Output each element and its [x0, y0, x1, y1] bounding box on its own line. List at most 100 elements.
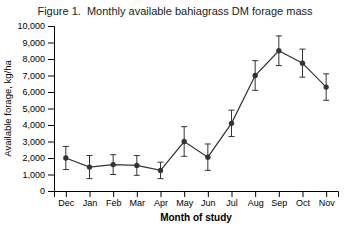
x-tick-label: Jan: [83, 198, 98, 208]
error-bar-cap: [300, 77, 306, 78]
point: [87, 164, 92, 169]
error-bar-cap: [63, 169, 69, 170]
y-tick-label: 9,000: [22, 38, 45, 48]
axis-line: [48, 27, 55, 192]
x-tick-label: Jul: [226, 198, 238, 208]
error-bar-cap: [181, 156, 187, 157]
y-tick-label: 3,000: [22, 137, 45, 147]
error-bar-cap: [252, 60, 258, 61]
error-bar-cap: [205, 143, 211, 144]
y-tick-mark: [48, 142, 54, 143]
error-bar-cap: [300, 49, 306, 50]
point: [229, 121, 234, 126]
y-tick-mark: [48, 43, 54, 44]
point: [300, 60, 305, 65]
error-bar: [229, 110, 235, 136]
point: [111, 162, 116, 167]
y-tick-label: 2,000: [22, 153, 45, 163]
x-tick-mark: [208, 191, 209, 197]
error-bar: [134, 156, 140, 176]
y-tick-label: 1,000: [22, 170, 45, 180]
point: [158, 168, 163, 173]
x-tick: Jun: [201, 191, 216, 208]
line: [66, 51, 326, 171]
point: [134, 163, 139, 168]
error-bar-cap: [276, 35, 282, 36]
point: [63, 155, 68, 160]
y-tick: 3,000: [22, 137, 54, 147]
x-tick-mark: [90, 191, 91, 197]
chart: Figure 1. Monthly available bahiagrass D…: [0, 0, 350, 227]
x-tick-mark: [137, 191, 138, 197]
x-tick: Jan: [83, 191, 98, 208]
error-bar: [158, 162, 164, 179]
point: [253, 73, 258, 78]
x-tick-mark: [255, 191, 256, 197]
y-tick: 8,000: [22, 54, 54, 64]
y-tick: 10,000: [17, 21, 54, 31]
y-tick: 1,000: [22, 170, 54, 180]
error-bar-cap: [134, 155, 140, 156]
y-tick: 2,000: [22, 153, 54, 163]
y-tick-mark: [48, 158, 54, 159]
x-tick: Apr: [154, 191, 168, 208]
x-axis-title: Month of study: [160, 212, 232, 223]
x-tick-mark: [184, 191, 185, 197]
error-bar-cap: [110, 154, 116, 155]
error-bar-cap: [158, 162, 164, 163]
error-bar-cap: [63, 146, 69, 147]
y-tick-label: 0: [40, 186, 45, 196]
error-bar-cap: [87, 178, 93, 179]
point: [324, 84, 329, 89]
error-bar-cap: [87, 155, 93, 156]
error-bar: [87, 156, 93, 179]
y-tick-label: 7,000: [22, 71, 45, 81]
x-tick-label: Nov: [319, 198, 336, 208]
error-bar-cap: [229, 136, 235, 137]
y-tick: 0: [40, 186, 54, 196]
y-tick: 7,000: [22, 71, 54, 81]
title: Figure 1. Monthly available bahiagrass D…: [37, 5, 313, 17]
x-tick-label: Aug: [248, 198, 264, 208]
error-bar: [323, 74, 329, 100]
y-tick-mark: [48, 76, 54, 77]
y-tick: 6,000: [22, 87, 54, 97]
error-bar: [300, 49, 306, 77]
error-bar-cap: [205, 170, 211, 171]
error-bar-cap: [181, 126, 187, 127]
x-tick: Feb: [106, 191, 122, 208]
x-tick-label: Oct: [296, 198, 311, 208]
x-tick-label: Jun: [201, 198, 216, 208]
x-tick-label: May: [176, 198, 194, 208]
y-tick: 4,000: [22, 120, 54, 130]
y-tick-mark: [48, 59, 54, 60]
x-tick-mark: [326, 191, 327, 197]
error-bar: [110, 155, 116, 175]
x-tick-mark: [66, 191, 67, 197]
y-tick-label: 5,000: [22, 104, 45, 114]
error-bar-cap: [110, 174, 116, 175]
x-tick-label: Mar: [130, 198, 146, 208]
x-tick: Aug: [248, 191, 264, 208]
y-tick-mark: [48, 191, 54, 192]
y-tick-mark: [48, 26, 54, 27]
x-tick-label: Sep: [271, 198, 287, 208]
x-tick-mark: [113, 191, 114, 197]
error-bar: [181, 127, 187, 157]
y-tick: 9,000: [22, 38, 54, 48]
plot: 0 1,000 2,000 3,000 4,000 5,000 6,000 7,000 8,00…: [17, 21, 338, 208]
point: [182, 139, 187, 144]
x-tick-mark: [279, 191, 280, 197]
x-tick-mark: [303, 191, 304, 197]
point: [276, 48, 281, 53]
x-axis: Dec Jan Feb Mar Apr May Jun Jul Aug Sep Oct Nov: [55, 191, 339, 208]
x-tick-mark: [232, 191, 233, 197]
y-tick: 5,000: [22, 104, 54, 114]
y-tick-label: 6,000: [22, 87, 45, 97]
y-axis: 0 1,000 2,000 3,000 4,000 5,000 6,000 7,000 8,00…: [17, 21, 54, 196]
y-axis-title: Available forage, kg/ha: [2, 60, 13, 157]
y-tick-mark: [48, 175, 54, 176]
x-tick: May: [176, 191, 194, 208]
error-bar: [276, 36, 282, 66]
x-tick-label: Dec: [58, 198, 75, 208]
